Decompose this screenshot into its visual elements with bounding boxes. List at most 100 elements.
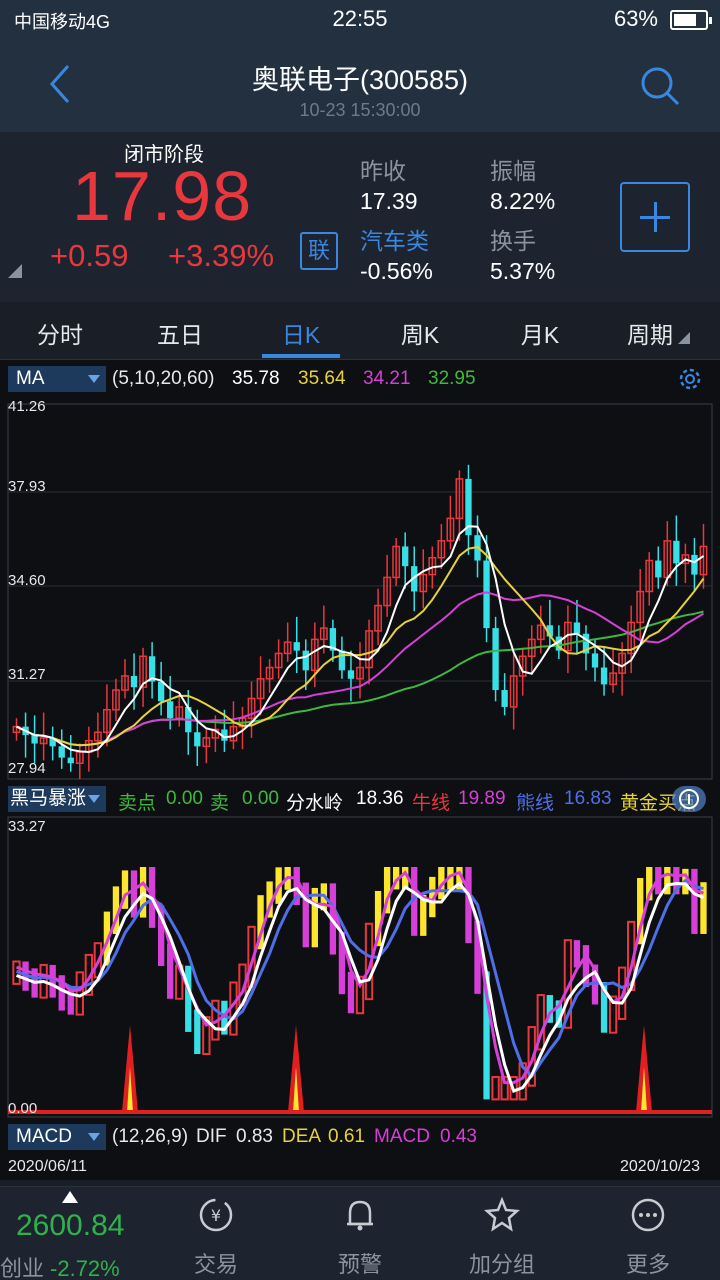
candle-body xyxy=(483,560,490,629)
nav-trade-label: 交易 xyxy=(193,1252,238,1277)
ma-params: (5,10,20,60) xyxy=(112,368,215,389)
candlestick-chart[interactable] xyxy=(0,396,720,780)
indicator-bar xyxy=(185,965,192,1032)
star-icon xyxy=(484,1197,520,1232)
indicator-bar xyxy=(509,1076,518,1101)
tab-daily-k[interactable]: 日K xyxy=(281,322,321,348)
nav-add-group[interactable]: 加分组 xyxy=(432,1187,572,1280)
y-tick-2: 37.93 xyxy=(8,478,46,495)
nav-alert[interactable]: 预警 xyxy=(290,1187,430,1280)
macd-label: MACD xyxy=(374,1126,430,1147)
index-row: 创业 -2.72% xyxy=(0,1251,120,1280)
nav-more[interactable]: 更多 xyxy=(578,1187,718,1280)
candle-body xyxy=(402,546,409,567)
y-tick-1: 41.26 xyxy=(8,398,46,415)
index-change: -2.72% xyxy=(50,1256,120,1280)
macd-indicator-select[interactable]: MACD xyxy=(8,1124,106,1150)
indicator-bar xyxy=(202,1016,211,1056)
indicator-bar xyxy=(617,966,627,1020)
chart-helper-button[interactable] xyxy=(672,786,706,812)
candle-body xyxy=(121,675,129,691)
candle-body xyxy=(655,560,662,578)
ma-indicator-bar: MA (5,10,20,60) 35.78 35.64 34.21 32.95 xyxy=(0,362,720,394)
expand-corner-icon[interactable] xyxy=(8,264,22,278)
candle-body xyxy=(627,621,636,655)
candle-body xyxy=(102,708,111,734)
period-tabs: 分时 五日 日K 周K 月K 周期 xyxy=(0,302,720,360)
ind-axis-top: 33.27 xyxy=(8,818,46,835)
ind-axis-bottom: 0.00 xyxy=(8,1100,38,1117)
tab-five-day[interactable]: 五日 xyxy=(157,322,203,348)
sector-link[interactable]: 汽车类 xyxy=(360,228,429,254)
ma-indicator-select[interactable]: MA xyxy=(8,366,106,392)
macd-params: (12,26,9) xyxy=(112,1126,189,1147)
hmbz-indicator-chart[interactable] xyxy=(0,815,720,1120)
indicator-bar xyxy=(293,867,300,905)
tab-weekly-k[interactable]: 周K xyxy=(400,322,440,348)
candle-body xyxy=(319,627,328,641)
hmbz-indicator-select[interactable]: 黑马暴涨 xyxy=(8,786,106,812)
prev-close-value: 17.39 xyxy=(360,188,418,214)
ma60-value: 32.95 xyxy=(428,368,476,389)
related-button[interactable]: 联 xyxy=(300,232,338,270)
candle-body xyxy=(256,678,265,700)
indicator-bar xyxy=(392,867,400,890)
tab-monthly-k[interactable]: 月K xyxy=(520,322,560,348)
indicator-bar xyxy=(167,943,174,999)
candle-body xyxy=(699,545,708,576)
indicator-bar xyxy=(411,867,418,936)
indicator-bar xyxy=(673,867,680,895)
indicator-bar xyxy=(67,988,74,1015)
candle-body xyxy=(591,653,599,668)
index-ticker[interactable]: 2600.84 创业 -2.72% xyxy=(0,1187,150,1280)
bottom-nav: 2600.84 创业 -2.72% ¥ 交易 预警 加分组 更多 xyxy=(0,1186,720,1280)
candle-body xyxy=(419,573,428,593)
candle-body xyxy=(293,642,300,651)
svg-text:¥: ¥ xyxy=(211,1206,221,1225)
indicator-bar xyxy=(608,995,618,1034)
candle-body xyxy=(58,746,65,758)
tab-intraday[interactable]: 分时 xyxy=(37,322,83,348)
indicator-bar xyxy=(447,867,454,890)
index-value: 2600.84 xyxy=(16,1209,125,1242)
dif-value: 0.83 xyxy=(236,1126,273,1147)
bell-icon xyxy=(347,1200,373,1231)
candle-body xyxy=(157,681,165,702)
battery-percent: 63% xyxy=(613,6,658,31)
settings-gear-icon[interactable] xyxy=(676,365,704,393)
candle-body xyxy=(265,666,274,680)
candle-body xyxy=(465,478,472,536)
candle-body xyxy=(139,655,147,688)
dif-label: DIF xyxy=(196,1126,227,1147)
search-button[interactable] xyxy=(638,64,682,108)
tab-period[interactable]: 周期 xyxy=(627,322,673,348)
indicator-bar xyxy=(130,870,138,918)
nav-more-label: 更多 xyxy=(625,1252,670,1277)
hmbz-indicator-name: 黑马暴涨 xyxy=(10,788,87,809)
back-button[interactable] xyxy=(40,62,80,106)
indicator-bar xyxy=(546,995,553,1023)
quote-timestamp: 10-23 15:30:00 xyxy=(299,100,421,120)
chart-area: MA (5,10,20,60) 35.78 35.64 34.21 32.95 … xyxy=(0,360,720,1180)
nav-trade[interactable]: ¥ 交易 xyxy=(146,1187,286,1280)
indicator-bar xyxy=(582,945,590,987)
candle-body xyxy=(67,757,74,764)
indicator-bar xyxy=(302,882,309,948)
sector-change: -0.56% xyxy=(360,258,433,284)
active-tab-indicator xyxy=(262,354,340,358)
clock: 22:55 xyxy=(332,6,388,31)
candle-body xyxy=(455,478,464,520)
spike-2-core xyxy=(293,1067,299,1112)
candle-body xyxy=(347,670,355,679)
candle-body xyxy=(691,554,698,575)
indicator-bar xyxy=(374,890,382,947)
indicator-bar xyxy=(420,894,427,936)
candle-body xyxy=(356,666,364,680)
indicator-bar xyxy=(691,868,698,934)
candle-body xyxy=(492,628,499,691)
ma10-value: 35.64 xyxy=(298,368,346,389)
add-to-watchlist-button[interactable] xyxy=(620,182,690,252)
ma20-value: 34.21 xyxy=(363,368,411,389)
candle-body xyxy=(546,625,553,637)
indicator-bar xyxy=(474,920,481,994)
